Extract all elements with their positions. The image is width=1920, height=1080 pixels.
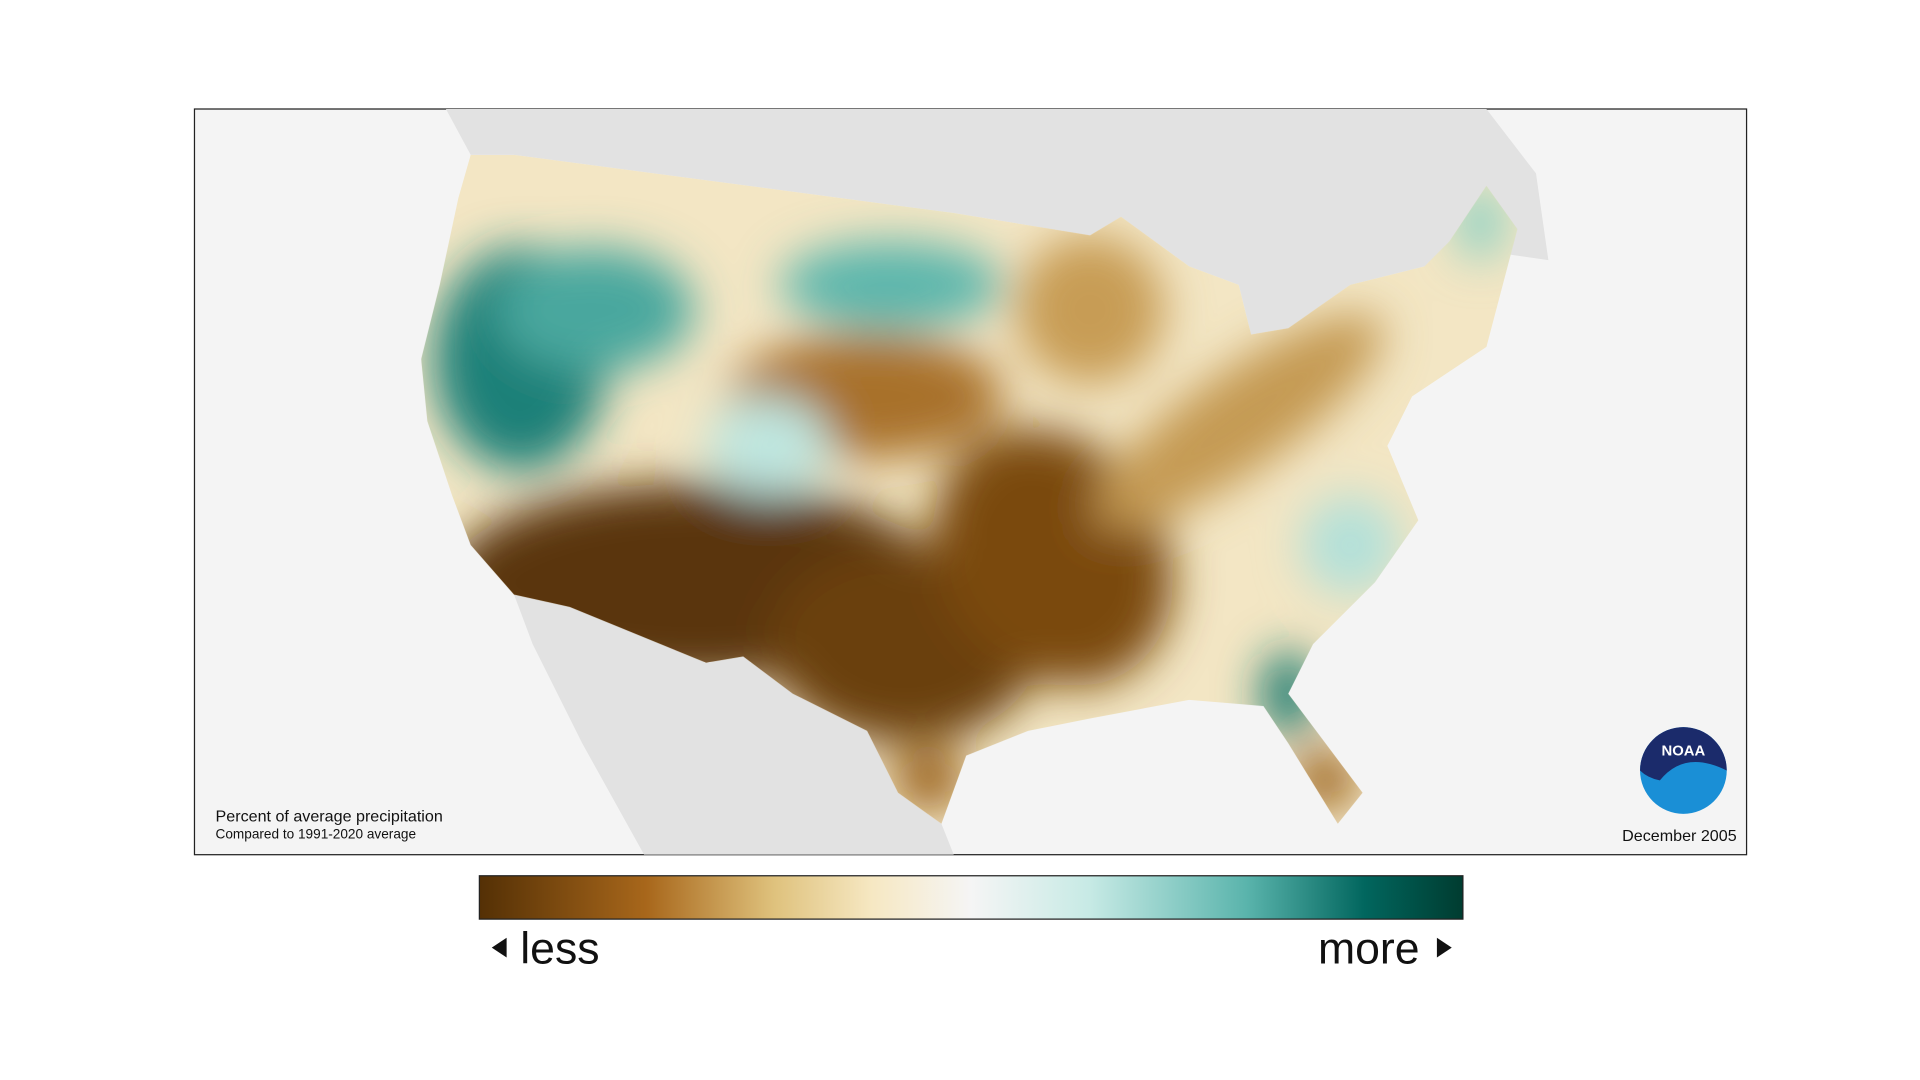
map-date: December 2005 bbox=[1622, 827, 1737, 845]
colorbar bbox=[478, 875, 1464, 920]
caption-title: Percent of average precipitation bbox=[216, 807, 443, 825]
logo-text: NOAA bbox=[1662, 744, 1706, 760]
noaa-logo: NOAA bbox=[1640, 727, 1727, 814]
mexico-land bbox=[514, 594, 954, 855]
canada-land bbox=[445, 109, 1549, 335]
legend-high-label: more bbox=[1318, 925, 1420, 974]
right-arrow bbox=[1436, 937, 1452, 958]
left-arrow bbox=[491, 937, 507, 958]
map-panel: Percent of average precipitation Compare… bbox=[193, 108, 1748, 974]
legend-low-label: less bbox=[520, 925, 599, 974]
caption-subtitle: Compared to 1991-2020 average bbox=[216, 827, 417, 842]
